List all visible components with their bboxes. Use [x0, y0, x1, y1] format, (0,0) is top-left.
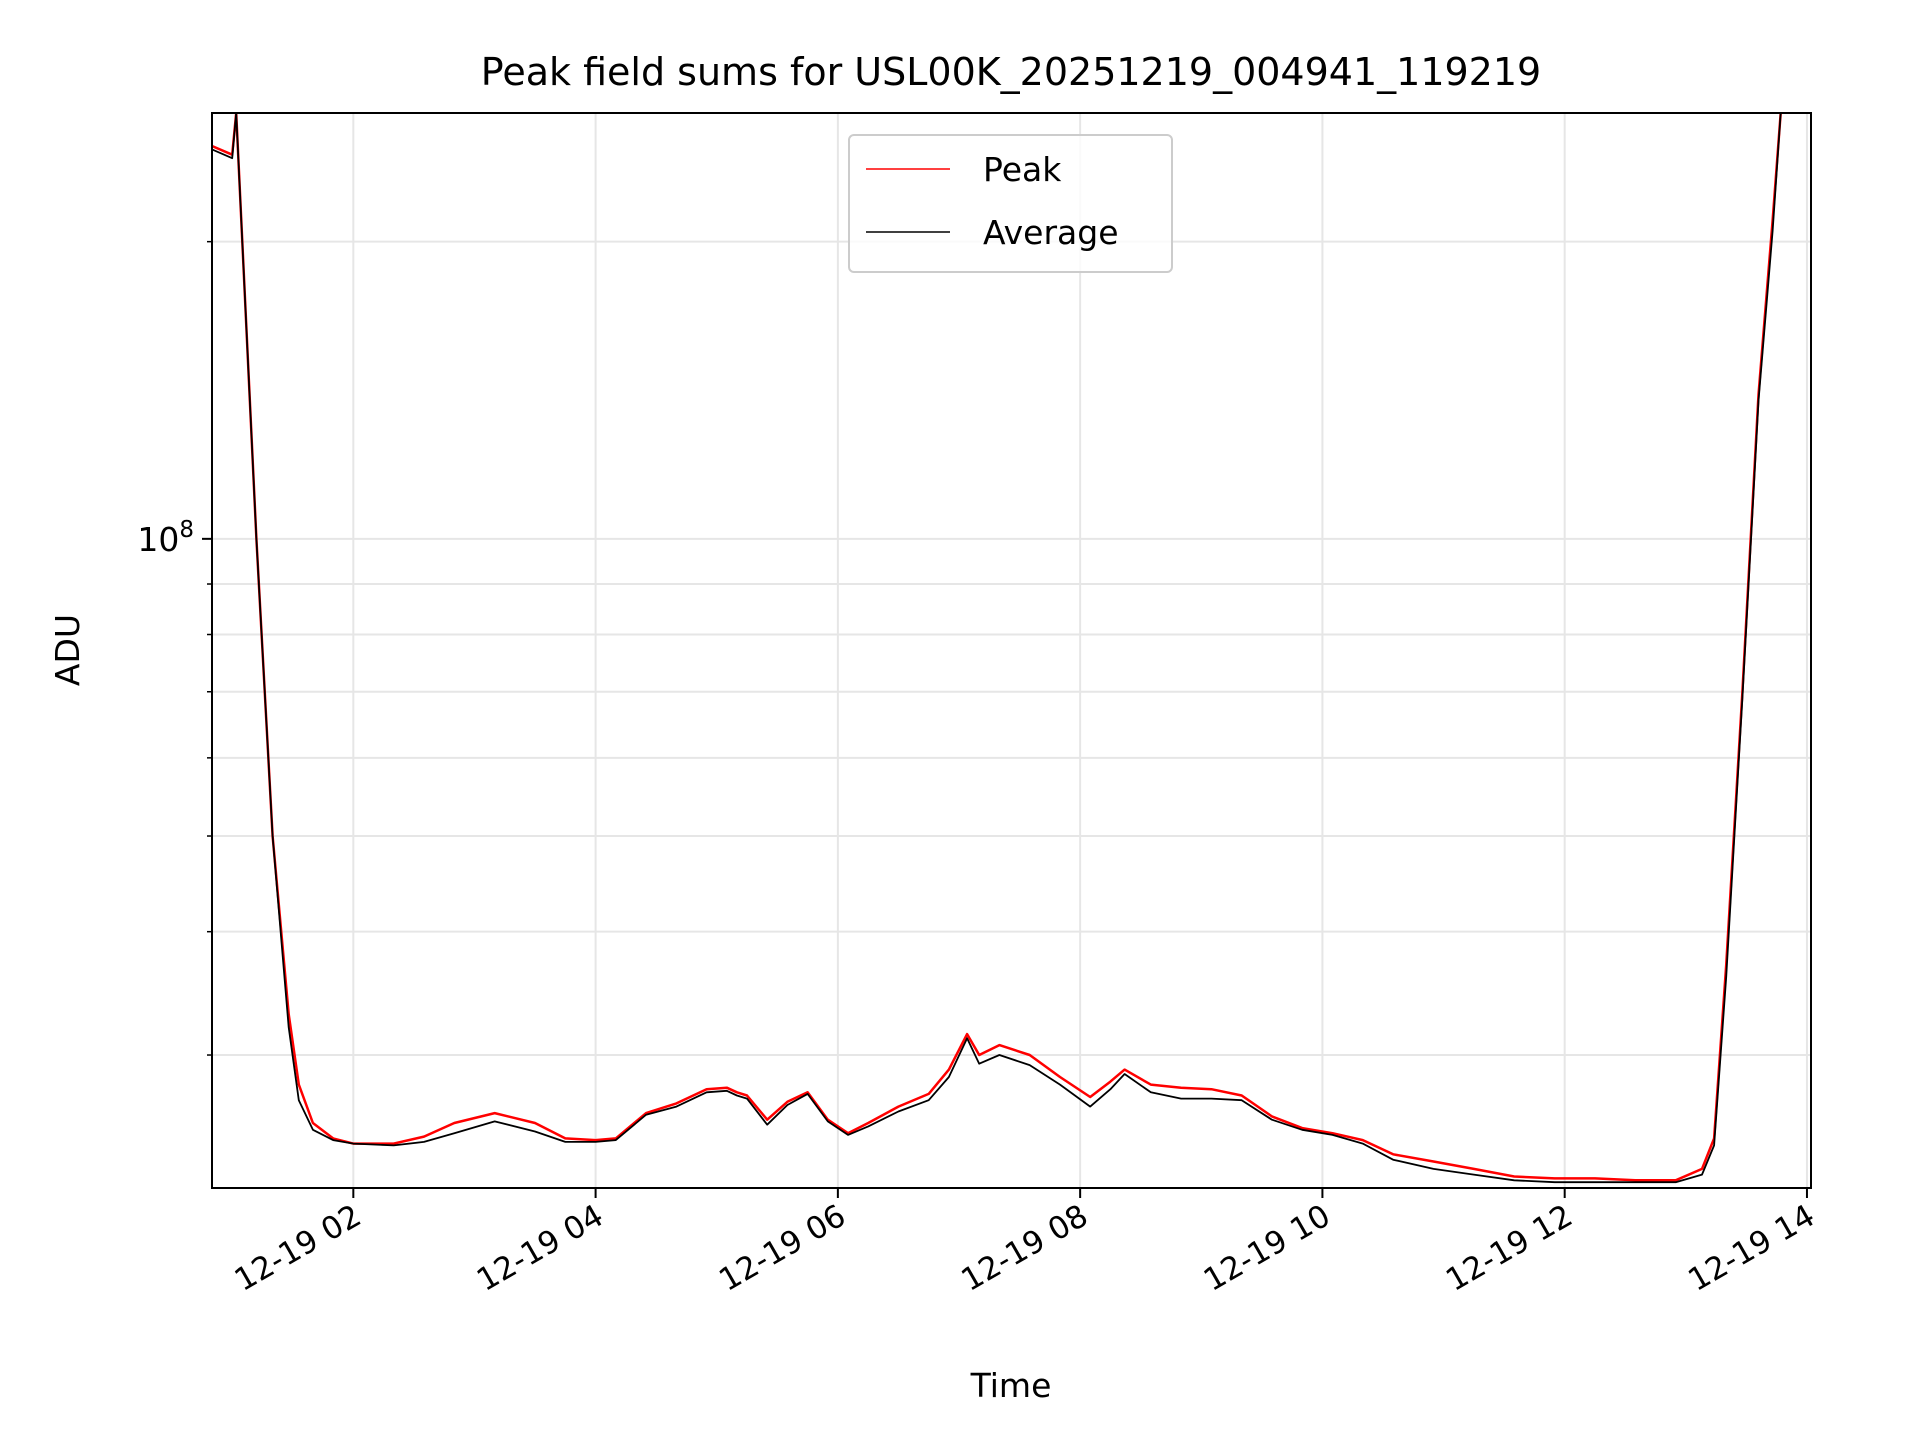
x-axis-label: Time: [970, 1366, 1052, 1405]
plot-area-frame: [211, 112, 1812, 1189]
y-axis-label: ADU: [48, 614, 87, 686]
series-layer: [212, 113, 1782, 1184]
y-tick-label: 108: [137, 517, 194, 559]
legend-label-peak: Peak: [983, 150, 1062, 189]
legend: Peak Average: [848, 134, 1173, 273]
chart-title: Peak field sums for USL00K_20251219_0049…: [481, 50, 1541, 94]
y-axis: 108: [137, 240, 212, 1056]
legend-label-average: Average: [983, 213, 1119, 252]
